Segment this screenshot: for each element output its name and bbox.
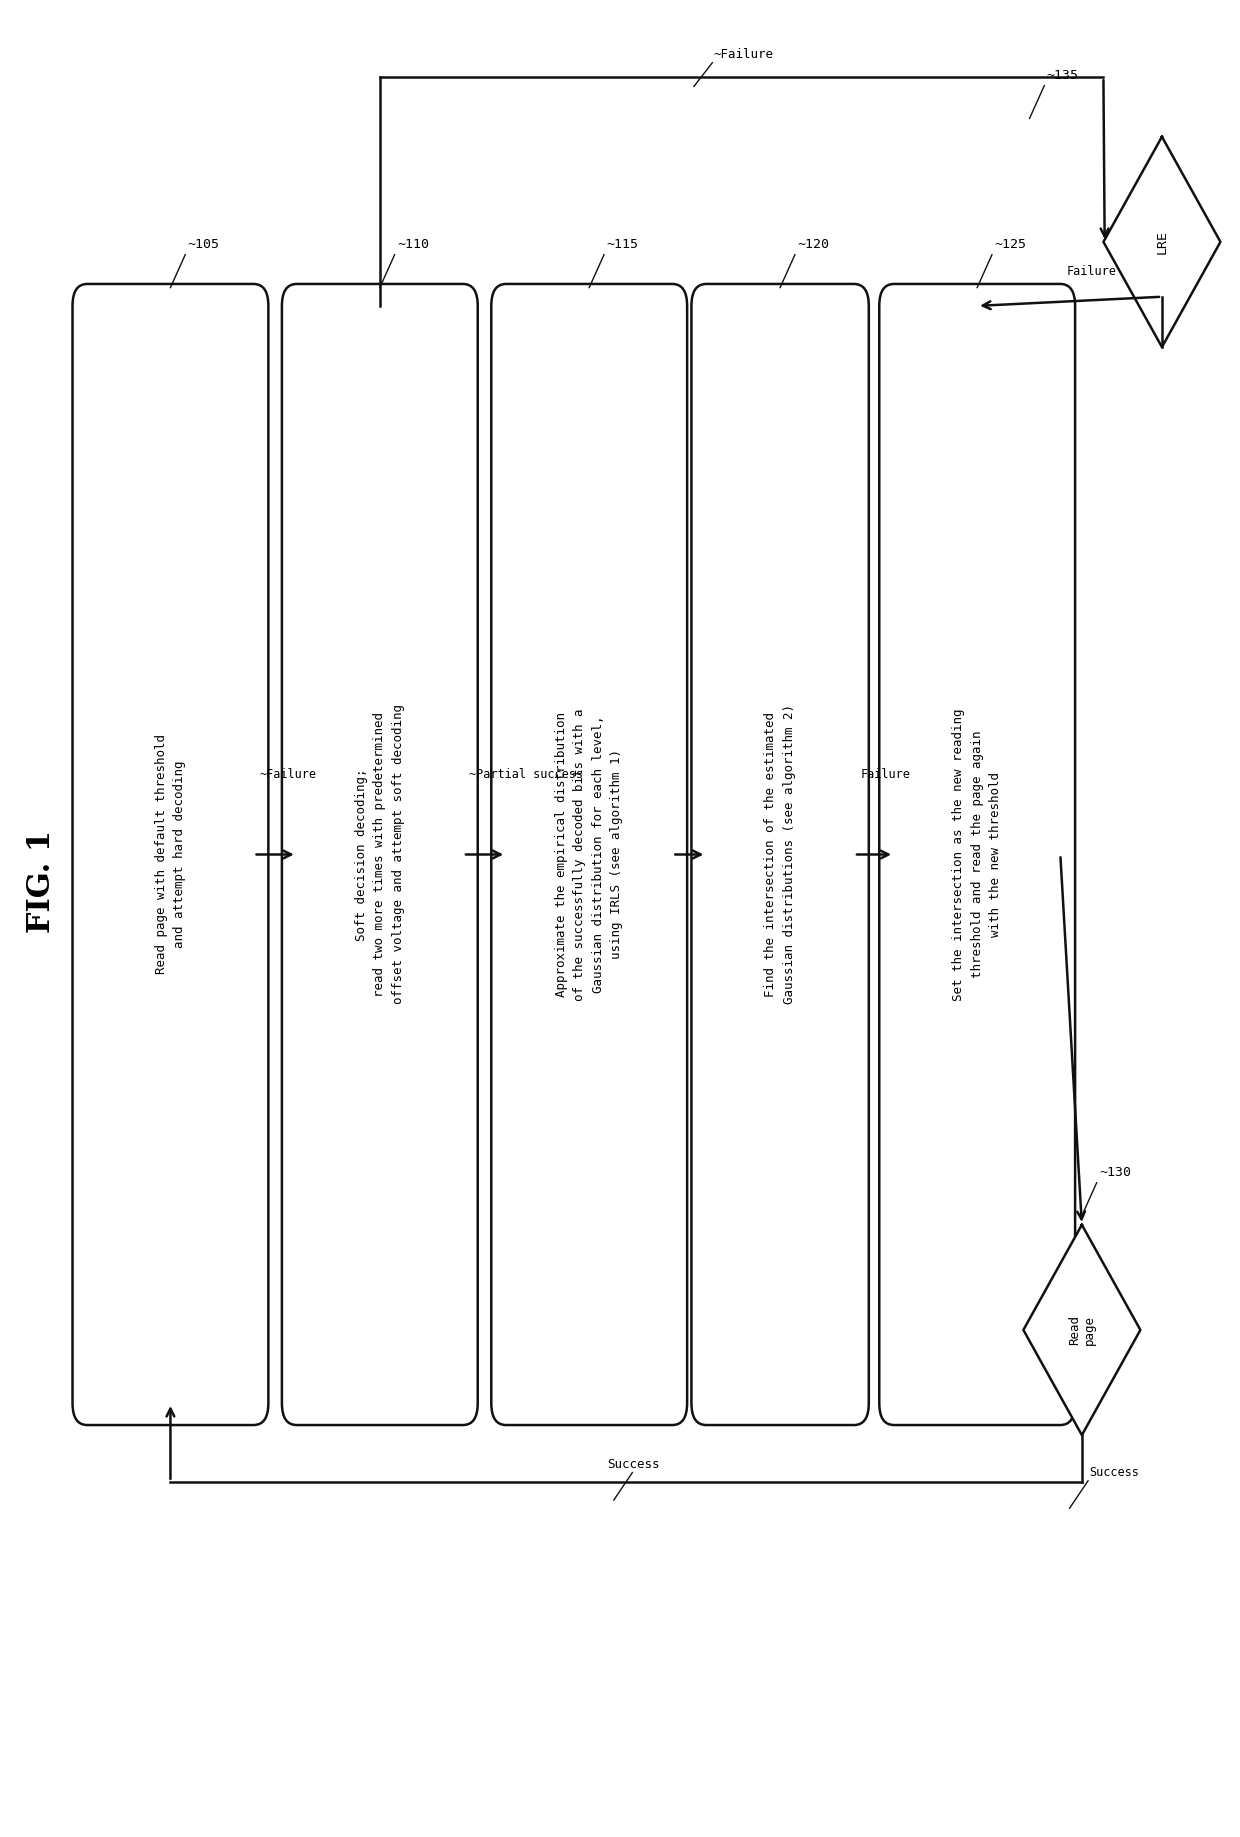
Text: ~120: ~120 xyxy=(797,239,830,252)
Text: Failure: Failure xyxy=(861,768,910,781)
Text: Success: Success xyxy=(608,1459,660,1471)
Text: FIG. 1: FIG. 1 xyxy=(26,830,57,933)
Text: ~130: ~130 xyxy=(1099,1166,1131,1179)
Text: Set the intersection as the new reading
threshold and read the page again
with t: Set the intersection as the new reading … xyxy=(952,709,1002,1001)
Text: LRE: LRE xyxy=(1156,230,1168,254)
FancyBboxPatch shape xyxy=(281,285,477,1426)
Text: ~110: ~110 xyxy=(397,239,429,252)
FancyBboxPatch shape xyxy=(72,285,268,1426)
Text: Read page with default threshold
and attempt hard decoding: Read page with default threshold and att… xyxy=(155,735,186,974)
FancyBboxPatch shape xyxy=(491,285,687,1426)
FancyBboxPatch shape xyxy=(692,285,869,1426)
Text: ~Failure: ~Failure xyxy=(259,768,316,781)
Text: Find the intersection of the estimated
Gaussian distributions (see algorithm 2): Find the intersection of the estimated G… xyxy=(764,705,796,1005)
Text: ~Partial success: ~Partial success xyxy=(469,768,583,781)
Text: Soft decision decoding;
read two more times with predetermined
offset voltage an: Soft decision decoding; read two more ti… xyxy=(355,705,404,1005)
Text: Approximate the empirical distribution
of the successfully decoded bits with a
G: Approximate the empirical distribution o… xyxy=(556,709,624,1001)
Text: Failure: Failure xyxy=(1066,266,1116,279)
Text: ~125: ~125 xyxy=(994,239,1027,252)
Text: Read
page: Read page xyxy=(1068,1315,1096,1345)
Text: ~115: ~115 xyxy=(606,239,639,252)
Text: ~135: ~135 xyxy=(1047,68,1079,83)
FancyBboxPatch shape xyxy=(879,285,1075,1426)
Text: Success: Success xyxy=(1089,1466,1140,1479)
Text: ~Failure: ~Failure xyxy=(713,48,774,61)
Polygon shape xyxy=(1023,1225,1141,1435)
Text: ~105: ~105 xyxy=(187,239,219,252)
Polygon shape xyxy=(1104,136,1220,347)
